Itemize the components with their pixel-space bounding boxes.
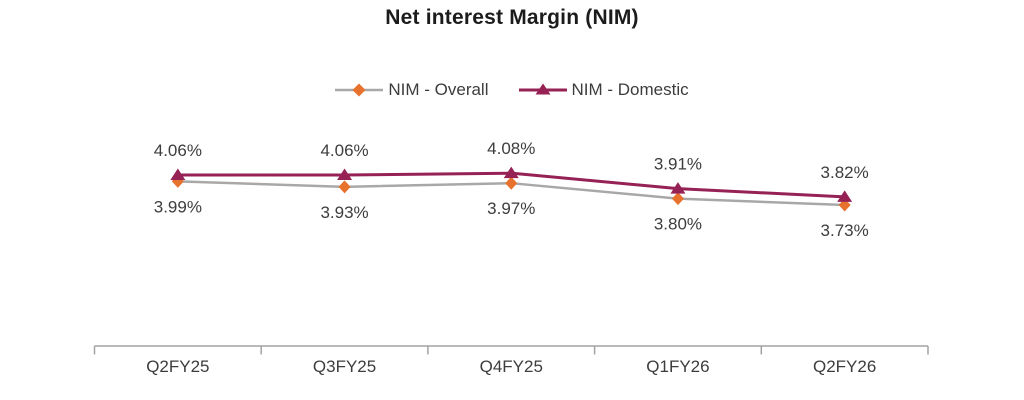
x-axis-label: Q1FY26	[646, 357, 709, 376]
data-label-1: 4.08%	[487, 139, 535, 158]
data-label-1: 4.06%	[154, 141, 202, 160]
legend-marker-domestic-icon	[518, 83, 567, 95]
legend-marker-overall-icon	[335, 83, 384, 97]
legend-item-domestic: NIM - Domestic	[518, 80, 689, 100]
data-marker-0	[671, 192, 684, 206]
data-marker-1	[670, 182, 686, 194]
data-marker-0	[338, 180, 351, 194]
data-label-0: 3.97%	[487, 199, 535, 218]
legend-item-overall: NIM - Overall	[335, 80, 489, 100]
legend-label-domestic: NIM - Domestic	[571, 80, 689, 99]
data-label-0: 3.93%	[320, 203, 368, 222]
data-marker-1	[837, 190, 853, 202]
x-axis-label: Q3FY25	[313, 357, 376, 376]
chart-legend: NIM - Overall NIM - Domestic	[0, 80, 1024, 100]
data-label-1: 3.91%	[654, 155, 702, 174]
legend-label-overall: NIM - Overall	[388, 80, 489, 99]
data-label-0: 3.80%	[654, 215, 702, 234]
chart-title: Net interest Margin (NIM)	[385, 6, 639, 29]
x-axis-label: Q2FY25	[146, 357, 209, 376]
x-axis-label: Q4FY25	[480, 357, 543, 376]
data-label-0: 3.99%	[154, 197, 202, 216]
data-marker-1	[503, 166, 519, 179]
data-label-1: 3.82%	[821, 163, 869, 182]
data-marker-1	[337, 168, 353, 180]
data-label-0: 3.73%	[821, 221, 869, 240]
data-label-1: 4.06%	[320, 141, 368, 160]
data-marker-0	[505, 176, 518, 190]
x-axis-label: Q2FY26	[813, 357, 876, 376]
data-marker-1	[170, 168, 186, 180]
